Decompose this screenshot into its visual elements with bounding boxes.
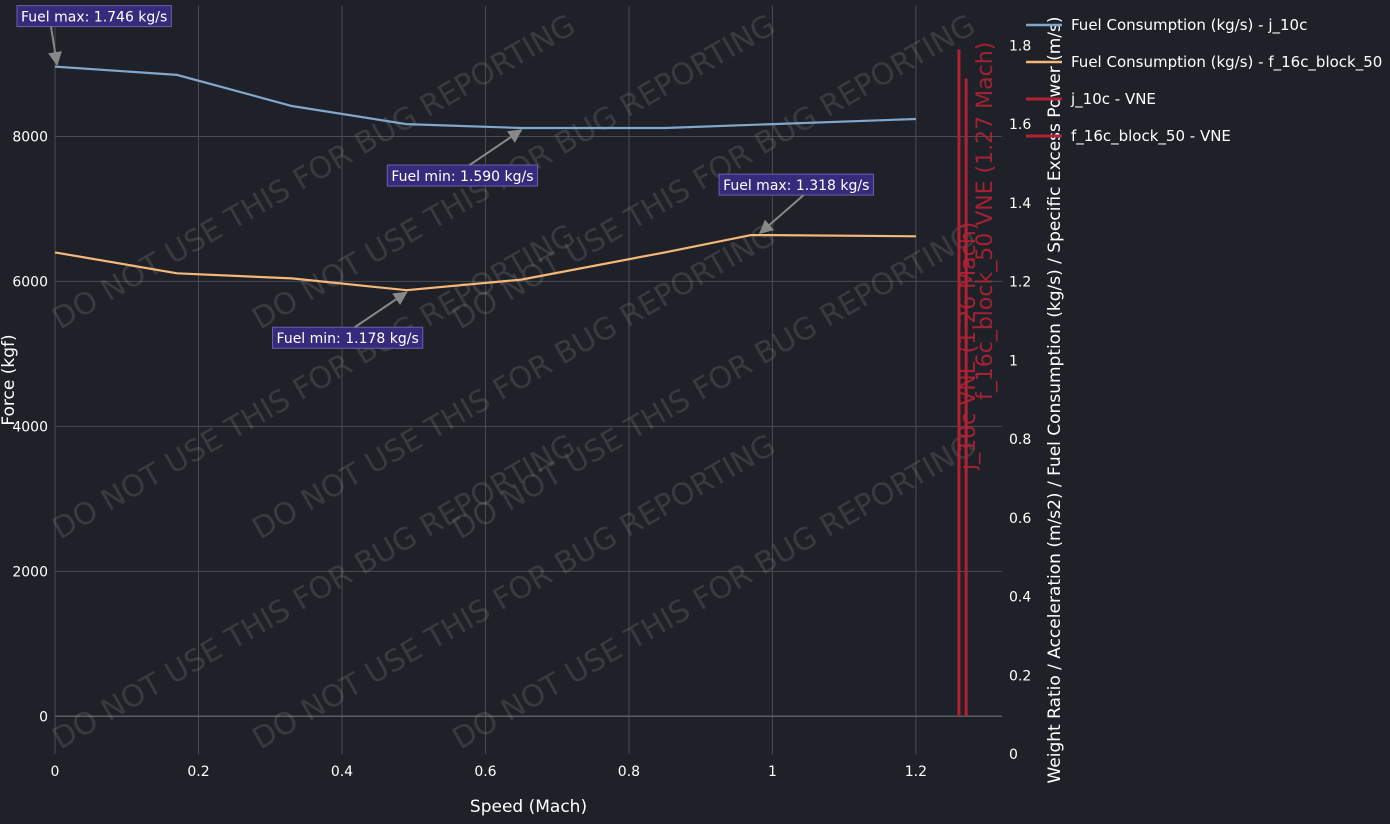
y-left-tick-label: 2000 <box>12 564 48 580</box>
annotation-text: Fuel min: 1.590 kg/s <box>391 169 533 185</box>
grid-group <box>54 6 1002 754</box>
annotation: Fuel max: 1.746 kg/s <box>16 5 172 67</box>
y-right-axis-title: Weight Ratio / Acceleration (m/s2) / Fue… <box>1045 16 1065 783</box>
y-right-tick-label: 0.8 <box>1009 432 1031 448</box>
legend-label: Fuel Consumption (kg/s) - j_10c <box>1071 16 1307 35</box>
annotation-arrow <box>759 194 805 235</box>
annotation: Fuel min: 1.590 kg/s <box>386 129 539 187</box>
x-axis-title: Speed (Mach) <box>470 797 587 817</box>
annotation-text: Fuel max: 1.318 kg/s <box>723 178 869 194</box>
series-line <box>54 234 916 292</box>
annotation-box <box>16 5 172 28</box>
y-right-tick-label: 0.6 <box>1009 511 1031 527</box>
y-left-tick-label: 8000 <box>12 129 48 145</box>
x-tick-label: 1.2 <box>905 764 927 780</box>
annotation-arrow <box>354 291 408 329</box>
series-line <box>54 65 916 130</box>
vne-label: j_10c VNE (1.26 Mach) <box>956 222 981 471</box>
annotation-text: Fuel max: 1.746 kg/s <box>21 10 167 26</box>
annotation-box <box>272 326 424 349</box>
y-right-tick-label: 1.6 <box>1009 117 1031 133</box>
y-left-tick-label: 0 <box>39 709 48 725</box>
annotation-arrow <box>468 129 523 166</box>
vne-label: f_16c_block_50 VNE (1.27 Mach) <box>973 42 998 400</box>
y-left-tick-label: 6000 <box>12 274 48 290</box>
legend-label: Fuel Consumption (kg/s) - f_16c_block_50 <box>1071 53 1382 72</box>
annotation-text: Fuel min: 1.178 kg/s <box>277 331 419 347</box>
y-right-tick-label: 1.4 <box>1009 196 1031 212</box>
x-tick-label: 0 <box>51 764 60 780</box>
annotation: Fuel max: 1.318 kg/s <box>718 173 874 235</box>
y-right-tick-label: 0.4 <box>1009 590 1031 606</box>
y-right-tick-label: 1 <box>1009 353 1018 369</box>
annotation: Fuel min: 1.178 kg/s <box>272 291 424 349</box>
annotation-box <box>386 164 539 187</box>
x-tick-label: 0.6 <box>474 764 496 780</box>
y-right-tick-label: 1.2 <box>1009 275 1031 291</box>
x-tick-label: 0.2 <box>187 764 209 780</box>
x-tick-label: 0.4 <box>331 764 353 780</box>
y-left-tick-label: 4000 <box>12 419 48 435</box>
legend-label: f_16c_block_50 - VNE <box>1071 127 1231 146</box>
legend-label: j_10c - VNE <box>1070 90 1156 109</box>
x-tick-label: 1 <box>768 764 777 780</box>
y-left-axis-title: Force (kgf) <box>0 334 19 425</box>
x-tick-label: 0.8 <box>618 764 640 780</box>
annotation-arrow <box>48 26 62 67</box>
y-right-tick-label: 1.8 <box>1009 38 1031 54</box>
y-right-tick-label: 0.2 <box>1009 668 1031 684</box>
annotation-box <box>718 173 874 196</box>
y-right-tick-label: 0 <box>1009 747 1018 763</box>
legend: Fuel Consumption (kg/s) - j_10c Fuel Cons… <box>1026 16 1382 146</box>
